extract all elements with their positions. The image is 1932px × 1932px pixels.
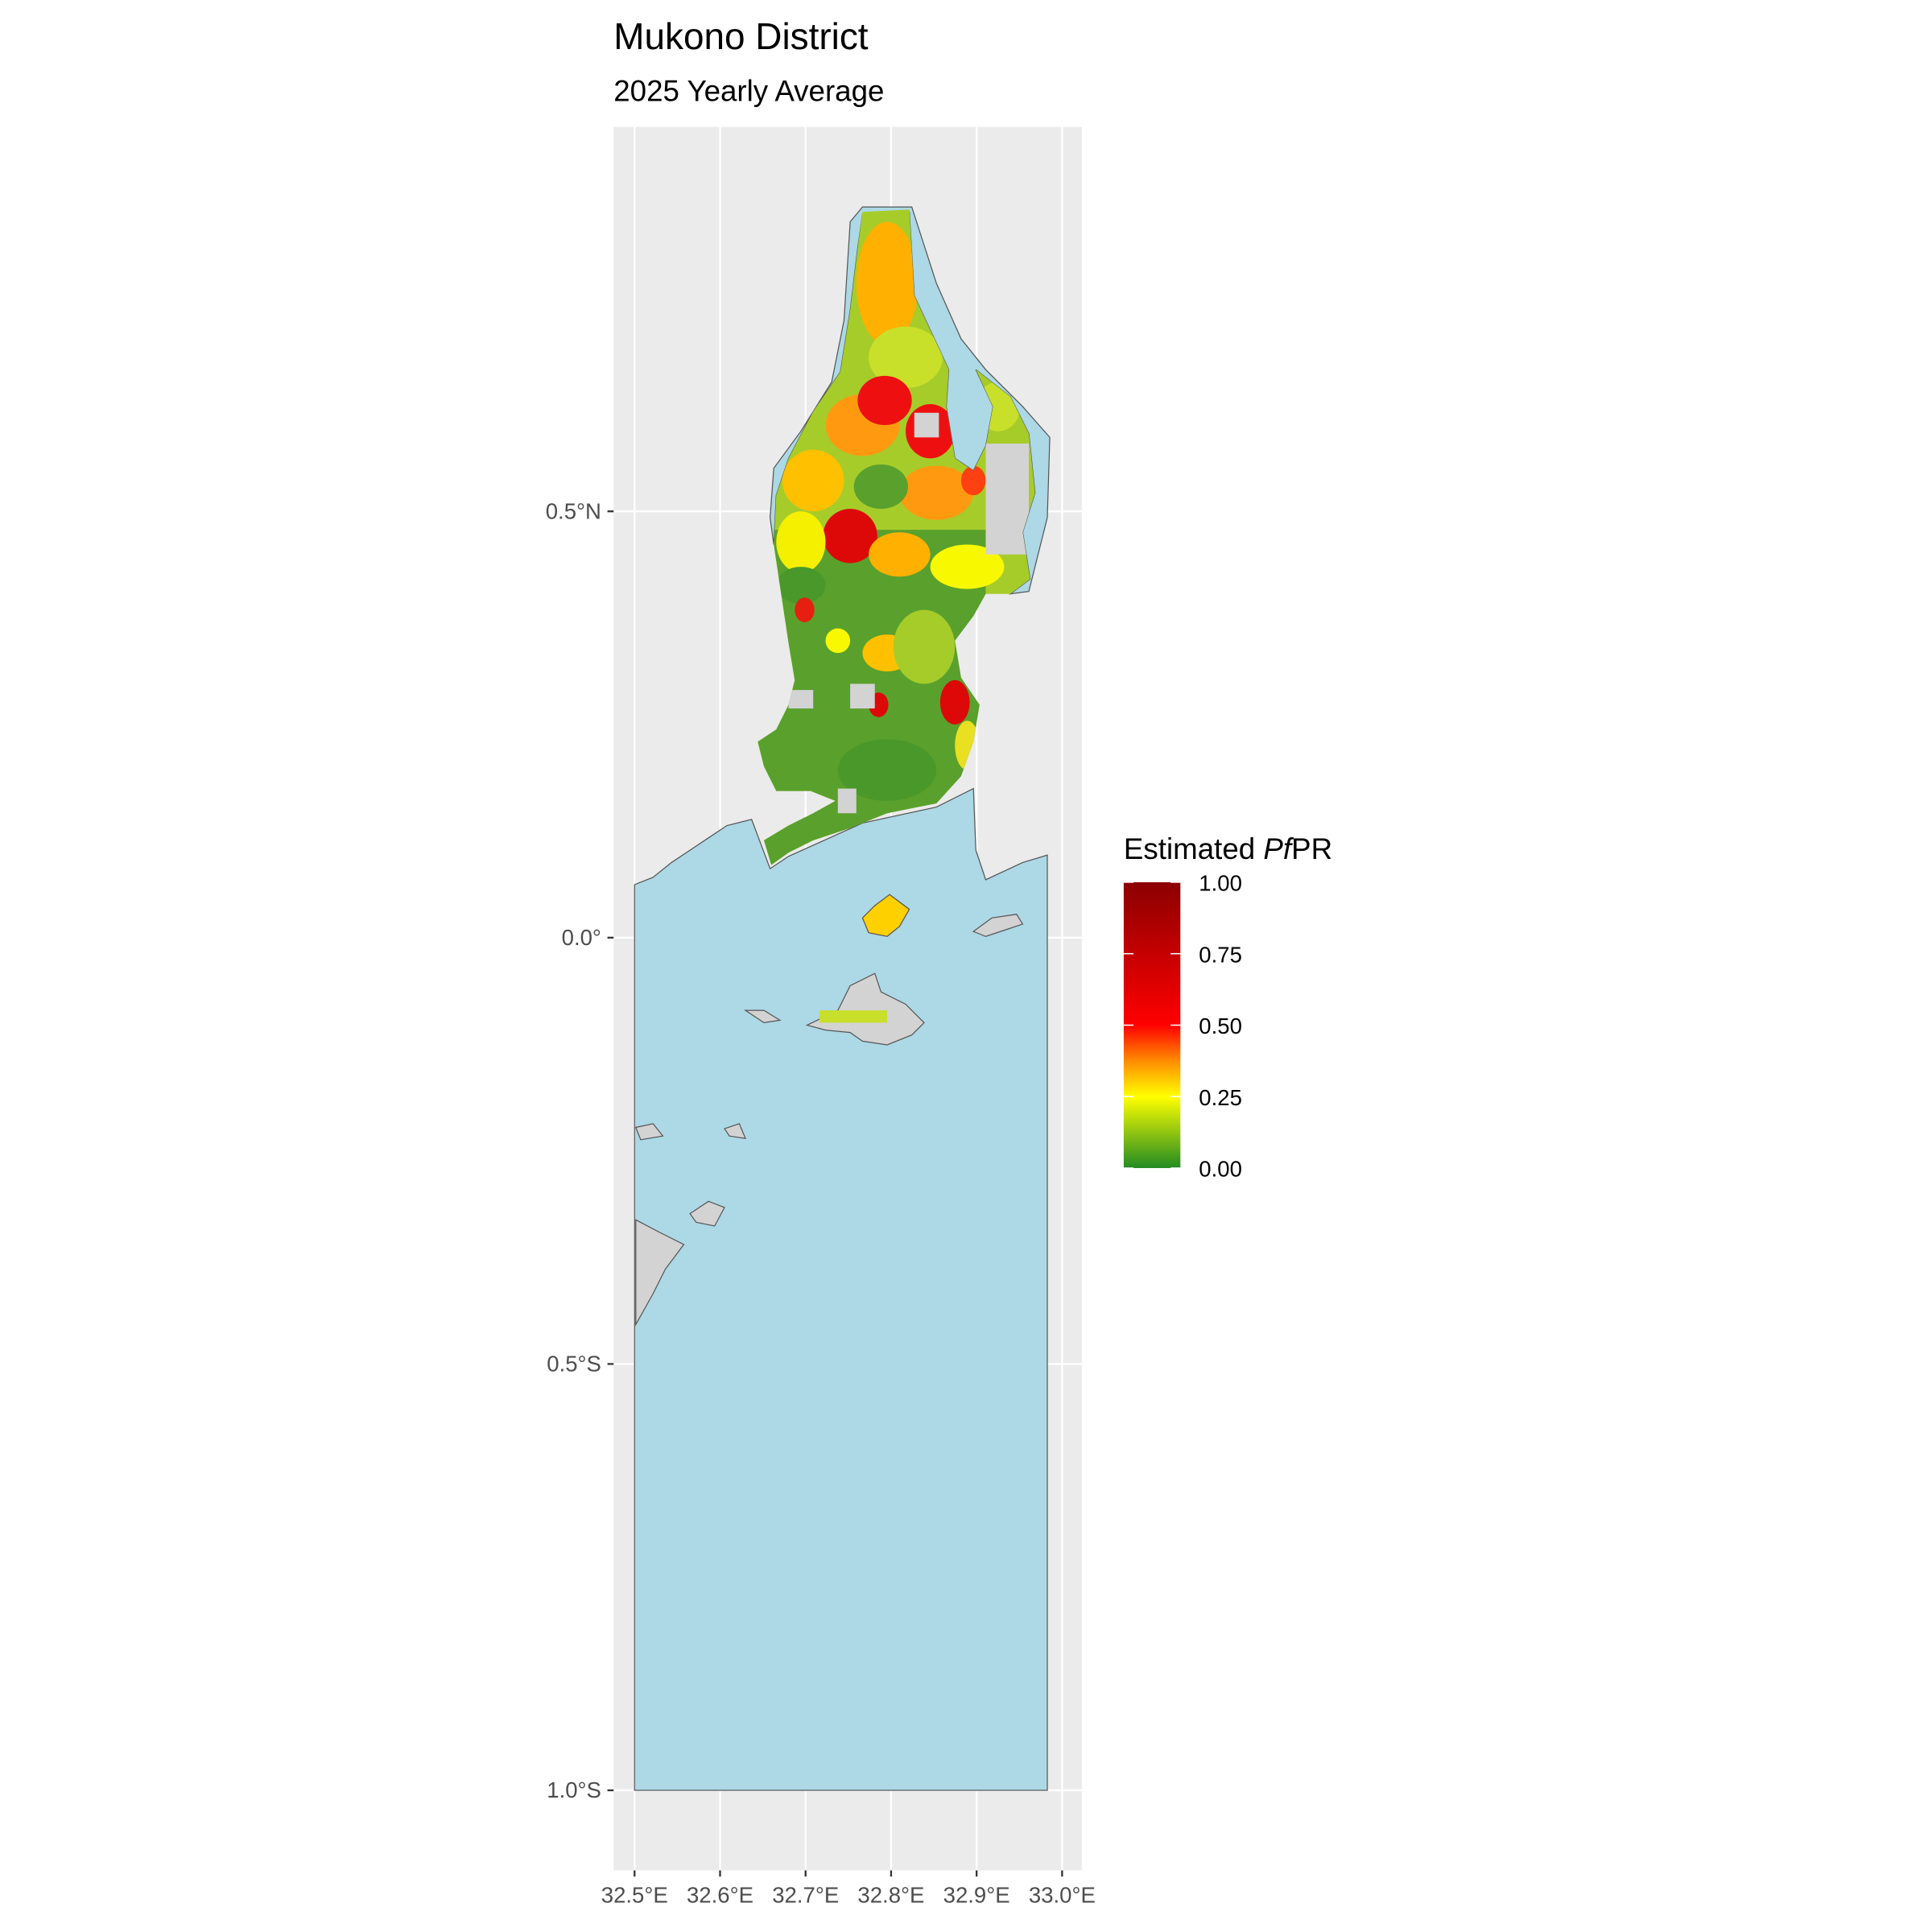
legend-label: 0.75 bbox=[1199, 942, 1242, 967]
x-tick-label: 32.6°E bbox=[687, 1882, 753, 1907]
lake-victoria bbox=[634, 787, 1048, 1791]
x-tick-label: 32.7°E bbox=[772, 1882, 839, 1907]
island bbox=[689, 1200, 725, 1227]
x-tick-label: 32.5°E bbox=[601, 1882, 668, 1907]
x-axis: 32.5°E 32.6°E 32.7°E 32.8°E 32.9°E 33.0°E bbox=[601, 1870, 1096, 1907]
legend-label: 0.50 bbox=[1199, 1013, 1242, 1038]
legend-label: 0.00 bbox=[1199, 1157, 1242, 1182]
legend-title: Estimated PfPR bbox=[1124, 832, 1332, 865]
legend-label: 1.00 bbox=[1199, 871, 1242, 896]
x-tick-label: 32.8°E bbox=[857, 1882, 924, 1907]
island bbox=[805, 972, 925, 1046]
y-tick-label: 1.0°S bbox=[547, 1777, 601, 1802]
island bbox=[861, 894, 910, 937]
island bbox=[972, 914, 1024, 937]
chart-title: Mukono District bbox=[613, 15, 869, 57]
island bbox=[724, 1123, 747, 1140]
island bbox=[635, 1219, 685, 1327]
x-tick-label: 32.9°E bbox=[943, 1882, 1010, 1907]
island bbox=[743, 1009, 782, 1024]
legend: Estimated PfPR 1.00 0.75 0.50 0.25 0.00 bbox=[1123, 832, 1332, 1182]
y-tick-label: 0.5°N bbox=[546, 498, 601, 523]
x-tick-label: 33.0°E bbox=[1029, 1882, 1096, 1907]
legend-label: 0.25 bbox=[1199, 1085, 1242, 1110]
chart-subtitle: 2025 Yearly Average bbox=[613, 75, 884, 108]
island-raster bbox=[819, 1010, 888, 1023]
y-axis: 0.5°N 0.0° 0.5°S 1.0°S bbox=[546, 498, 614, 1802]
y-tick-label: 0.5°S bbox=[547, 1352, 601, 1377]
y-tick-label: 0.0° bbox=[562, 925, 601, 950]
island bbox=[634, 1123, 664, 1141]
